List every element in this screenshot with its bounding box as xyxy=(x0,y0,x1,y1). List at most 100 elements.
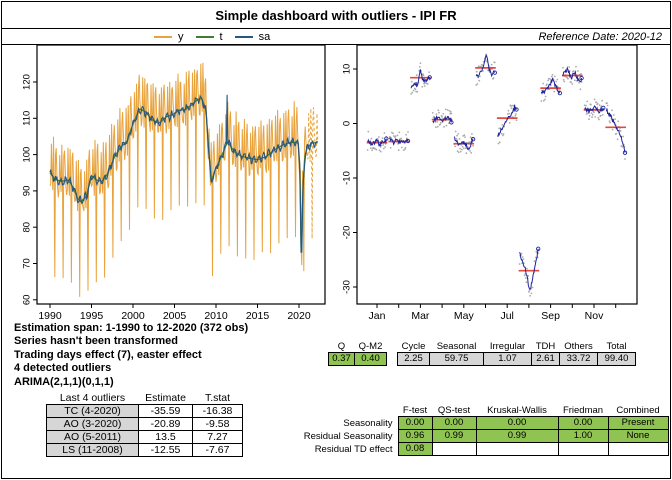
outlier-estimate-cell: -12.55 xyxy=(138,443,193,457)
tests-col-header: F-test xyxy=(398,405,432,417)
last-value-marker xyxy=(470,137,476,142)
seasonal-subseries-chart: 10 0 -10 -20 -30 Jan Mar May Jul Sep Nov xyxy=(342,44,638,322)
svg-text:Mar: Mar xyxy=(411,310,430,322)
tests-col-header: QS-test xyxy=(432,405,476,417)
reference-date: Reference Date: 2020-12 xyxy=(538,30,662,43)
month-seasonal-line xyxy=(367,138,387,148)
tests-value-cell: 0.96 xyxy=(397,429,433,443)
svg-text:0: 0 xyxy=(342,121,353,126)
last-value-marker xyxy=(449,120,454,125)
last-value-marker xyxy=(405,138,411,144)
legend-label: sa xyxy=(258,30,271,43)
svg-text:100: 100 xyxy=(22,147,33,163)
month-seasonal-line xyxy=(432,114,452,124)
tests-row-label: Seasonality xyxy=(343,417,393,429)
q-value-cell: 0.40 xyxy=(354,352,387,366)
svg-text:60: 60 xyxy=(22,295,33,306)
last-value-marker xyxy=(384,136,389,141)
svg-text:10: 10 xyxy=(342,64,353,75)
model-info-line: Series hasn't been transformed xyxy=(14,335,179,348)
tests-value-cell: None xyxy=(607,429,669,443)
month-seasonal-line xyxy=(540,77,561,95)
last-value-marker xyxy=(492,70,497,75)
model-info-line: Trading days effect (7), easter effect xyxy=(14,348,202,361)
svg-text:90: 90 xyxy=(22,186,33,197)
svg-text:Sep: Sep xyxy=(541,310,560,322)
q-col-header: Q xyxy=(328,341,355,353)
legend-item-sa: sa xyxy=(234,30,271,43)
model-info-line: 4 detected outliers xyxy=(14,362,112,375)
tests-value-cell: 0.00 xyxy=(431,416,477,430)
tests-value-cell: 1.00 xyxy=(557,429,609,443)
month-seasonal-line xyxy=(497,104,517,137)
table-row: 0.37 0.40 2.25 59.75 1.07 2.61 33.72 99.40 xyxy=(328,352,636,366)
header-strip: y t sa Reference Date: 2020-12 xyxy=(2,30,670,45)
tests-col-header: Kruskal-Wallis xyxy=(476,405,558,417)
outliers-col-header: T.stat xyxy=(192,392,243,405)
q-value-cell: 59.75 xyxy=(429,352,484,366)
tests-value-cell: Present xyxy=(607,416,669,430)
month-seasonal-line xyxy=(454,136,474,151)
legend-swatch-t-icon xyxy=(195,35,214,38)
outlier-type-cell: LS (11-2008) xyxy=(46,443,139,457)
q-value-cell: 2.25 xyxy=(397,352,430,366)
main-series-chart: 60 70 80 90 100 110 120 1990 1995 2000 2005 2010 201… xyxy=(22,44,326,322)
svg-text:-20: -20 xyxy=(342,226,353,240)
svg-text:1995: 1995 xyxy=(80,310,104,322)
tests-value-cell xyxy=(557,442,609,456)
tests-row-label: Residual TD effect xyxy=(314,443,393,455)
svg-text:Nov: Nov xyxy=(585,310,604,322)
table-row: Residual Seasonality 0.96 0.99 0.99 1.00 None xyxy=(290,429,669,443)
last-value-marker xyxy=(427,75,432,80)
tests-value-cell: 0.99 xyxy=(431,429,477,443)
outlier-type-cell: TC (4-2020) xyxy=(46,404,139,418)
tests-col-header: Combined xyxy=(608,405,668,417)
svg-text:Jan: Jan xyxy=(369,310,386,322)
q-table-grid: Q Q-M2 Cycle Seasonal Irregular TDH Others Tota… xyxy=(328,341,636,366)
seasonality-tests-table: F-test QS-test Kruskal-Wallis Friedman Combi… xyxy=(290,405,669,456)
table-row: AO (3-2020) -20.89 -9.58 xyxy=(46,417,243,431)
month-seasonal-line xyxy=(562,66,583,83)
svg-text:2005: 2005 xyxy=(163,310,187,322)
table-row: LS (11-2008) -12.55 -7.67 xyxy=(46,443,243,457)
month-seasonal-line xyxy=(584,105,604,114)
svg-text:120: 120 xyxy=(22,74,33,90)
table-row: TC (4-2020) -35.59 -16.38 xyxy=(46,404,243,418)
svg-text:2010: 2010 xyxy=(204,310,228,322)
plot-box xyxy=(36,44,326,305)
outliers-table-grid: Last 4 outliers Estimate T.stat TC (4-2020)… xyxy=(46,392,243,457)
title-bar: Simple dashboard with outliers - IPI FR xyxy=(2,2,670,29)
chart-legend: y t sa xyxy=(154,30,270,44)
legend-item-t: t xyxy=(195,31,223,43)
svg-text:-10: -10 xyxy=(342,171,353,185)
svg-text:2020: 2020 xyxy=(287,310,311,322)
outlier-estimate-cell: -35.59 xyxy=(138,404,193,418)
outlier-type-cell: AO (5-2011) xyxy=(46,430,139,444)
svg-text:-30: -30 xyxy=(342,280,353,294)
month-seasonal-line xyxy=(519,248,539,290)
svg-text:110: 110 xyxy=(22,111,33,126)
outlier-estimate-cell: -20.89 xyxy=(138,417,193,431)
svg-text:Jul: Jul xyxy=(500,310,513,322)
q-value-cell: 33.72 xyxy=(559,352,598,366)
tests-value-cell: 0.99 xyxy=(475,429,559,443)
sa-series xyxy=(49,94,318,253)
outliers-table: Last 4 outliers Estimate T.stat TC (4-2020)… xyxy=(46,392,243,457)
last-value-marker xyxy=(514,107,519,112)
q-value-cell: 0.37 xyxy=(328,352,355,366)
outlier-tstat-cell: -9.58 xyxy=(192,417,243,431)
legend-swatch-y-icon xyxy=(154,35,172,38)
table-row: Seasonality 0.00 0.00 0.00 0.00 Present xyxy=(290,416,669,430)
last-value-marker xyxy=(579,75,584,81)
tests-value-cell: 0.00 xyxy=(475,416,559,430)
svg-text:2015: 2015 xyxy=(246,310,270,322)
q-value-cell: 1.07 xyxy=(483,352,532,366)
outliers-col-header: Estimate xyxy=(138,392,193,405)
table-row: AO (5-2011) 13.5 7.27 xyxy=(46,430,243,444)
tests-value-cell xyxy=(475,442,559,456)
legend-swatch-sa-icon xyxy=(234,35,253,38)
svg-text:2000: 2000 xyxy=(121,310,145,322)
month-seasonal-line xyxy=(475,53,496,79)
svg-text:May: May xyxy=(454,310,475,322)
tests-row-label: Residual Seasonality xyxy=(303,430,393,442)
